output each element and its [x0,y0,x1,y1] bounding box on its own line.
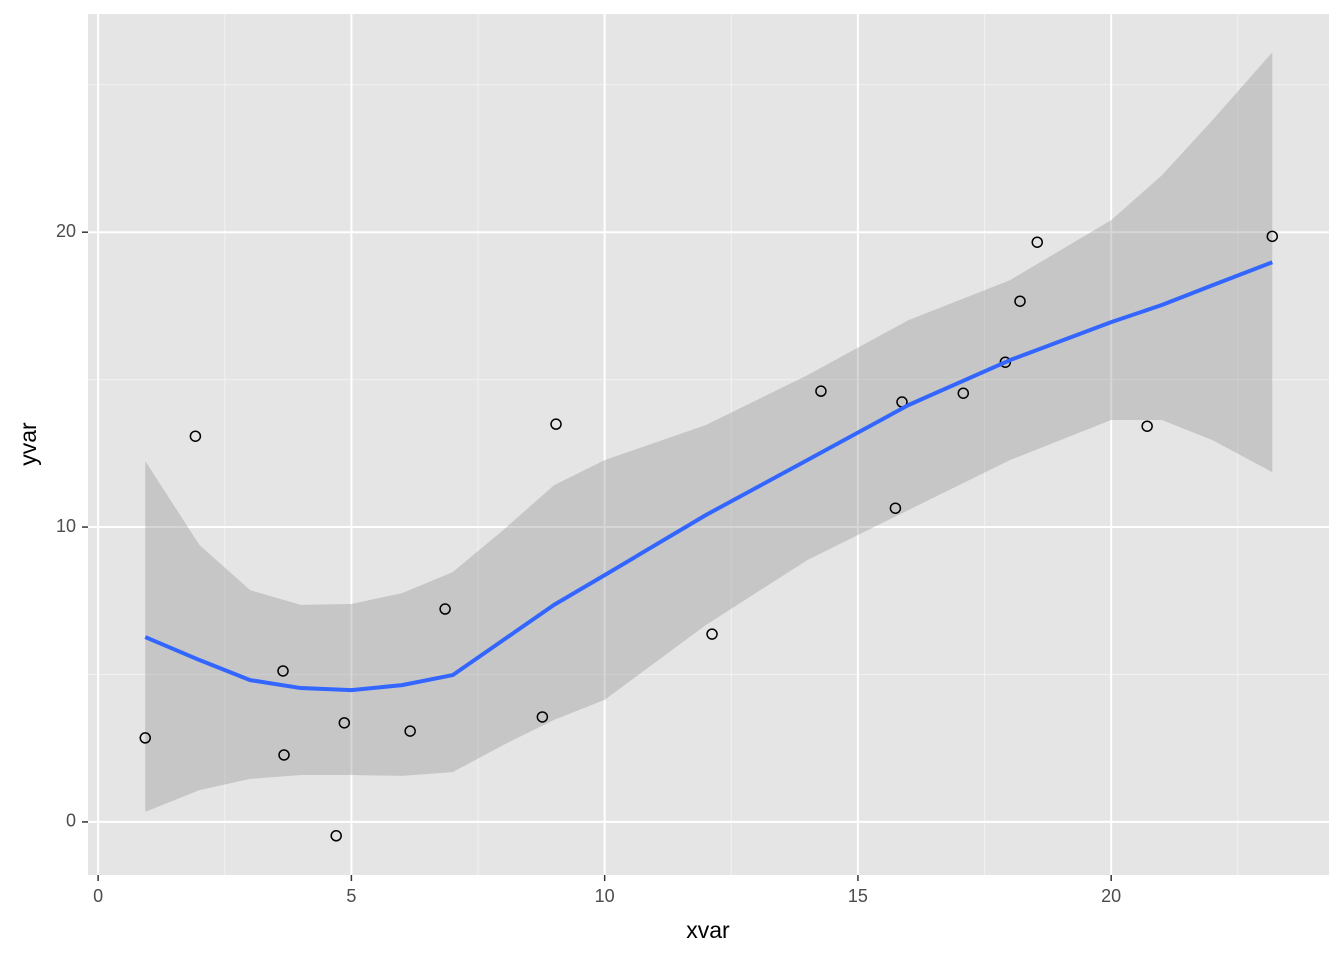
confidence-band [145,52,1273,812]
point [330,830,342,842]
point [815,385,827,397]
y-axis-title: yvar [15,422,41,466]
x-tick-label: 0 [93,886,103,906]
x-tick-label: 15 [848,886,868,906]
y-tick-label: 20 [56,221,76,241]
point [1266,230,1279,243]
point [439,603,451,615]
x-axis-title: xvar [686,917,730,943]
point [536,711,549,723]
y-tick-label: 10 [56,516,76,536]
x-tick-label: 10 [595,886,615,906]
point [139,732,151,744]
point [278,749,290,761]
point [706,628,718,640]
point [404,725,416,737]
point [1031,236,1043,248]
point [889,502,902,514]
point [1141,420,1153,432]
point [277,665,289,677]
y-tick-label: 0 [66,811,76,831]
point [1014,295,1026,307]
point [550,418,562,430]
point [957,387,970,399]
smooth-line [144,260,1273,693]
point [189,430,202,442]
point [338,717,351,729]
x-tick-label: 5 [346,886,356,906]
panel [88,14,1329,875]
x-tick-label: 20 [1101,886,1121,906]
